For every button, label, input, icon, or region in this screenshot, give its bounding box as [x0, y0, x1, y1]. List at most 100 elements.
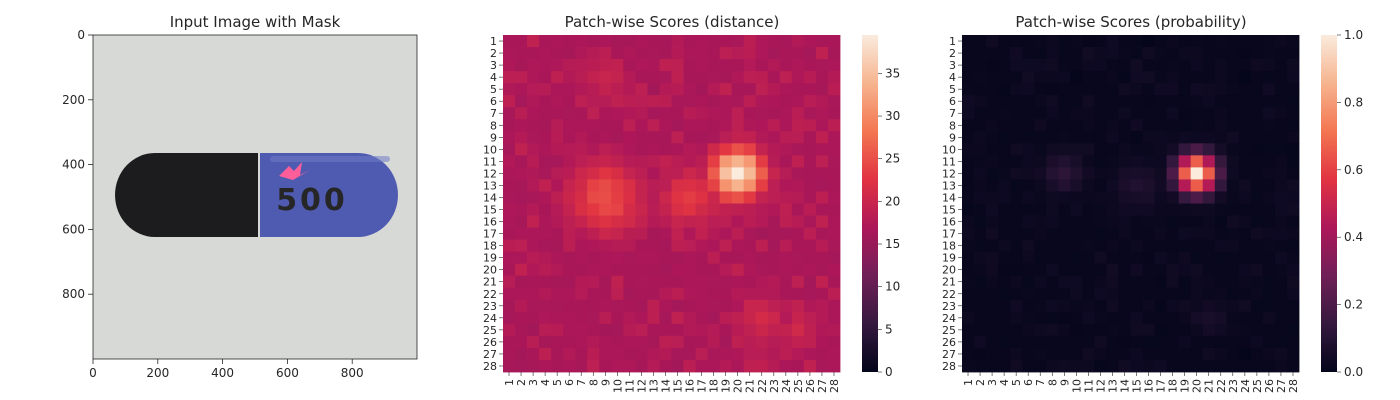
heatmap-cell	[527, 35, 540, 48]
heatmap-xtick-label: 27	[1275, 379, 1288, 393]
heatmap-cell	[659, 191, 672, 204]
heatmap-cell	[1178, 251, 1192, 265]
heatmap-cell	[563, 323, 576, 337]
heatmap-cell	[1286, 227, 1300, 241]
heatmap-cell	[671, 299, 684, 313]
heatmap-cell	[575, 287, 588, 301]
heatmap-cell	[1118, 83, 1131, 96]
heatmap-cell	[755, 179, 769, 192]
heatmap-cell	[1118, 263, 1131, 277]
heatmap-cell	[1046, 227, 1059, 241]
heatmap-cell	[1118, 191, 1131, 204]
image-frame	[92, 34, 418, 360]
heatmap-ytick-label: 21	[942, 276, 956, 289]
heatmap-cell	[1202, 179, 1216, 192]
heatmap-cell	[707, 107, 721, 120]
heatmap-cell	[515, 311, 528, 325]
heatmap-cell	[1118, 347, 1131, 361]
heatmap-cell	[962, 251, 975, 265]
heatmap-cell	[731, 131, 745, 144]
heatmap-cell	[683, 107, 696, 120]
heatmap-cell	[986, 95, 999, 108]
heatmap-cell	[515, 143, 528, 156]
heatmap-cell	[1250, 71, 1264, 84]
heatmap-cell	[623, 143, 636, 156]
heatmap-cell	[707, 83, 721, 96]
heatmap-cell	[1046, 107, 1059, 120]
heatmap-xtick-label: 7	[575, 379, 588, 386]
heatmap-cell	[998, 107, 1011, 120]
heatmap-cell	[623, 203, 636, 216]
heatmap-cell	[1286, 251, 1300, 265]
heatmap-cell	[659, 107, 672, 120]
heatmap-cell	[986, 335, 999, 349]
heatmap-cell	[1094, 311, 1107, 325]
heatmap-cell	[1010, 251, 1023, 265]
heatmap-cell	[1274, 359, 1288, 373]
heatmap-cell	[1274, 347, 1288, 361]
heatmap-cell	[575, 299, 588, 313]
heatmap-cell	[1058, 155, 1071, 168]
heatmap-cell	[503, 359, 516, 373]
heatmap-cell	[551, 107, 564, 120]
heatmap-cell	[1262, 299, 1276, 313]
heatmap-cell	[767, 275, 781, 289]
heatmap-ytick-label: 6	[490, 95, 497, 108]
heatmap-cell	[659, 287, 672, 301]
heatmap-cell	[767, 155, 781, 168]
heatmap-cell	[986, 203, 999, 216]
heatmap-xtick-label: 9	[1058, 379, 1071, 386]
heatmap-cell	[515, 287, 528, 301]
heatmap-cell	[1226, 119, 1240, 132]
heatmap-cell	[827, 119, 841, 132]
heatmap-cell	[647, 167, 660, 180]
heatmap-ytick-label: 1	[490, 35, 497, 48]
heatmap-cell	[1202, 359, 1216, 373]
heatmap-cell	[1154, 47, 1168, 60]
heatmap-cell	[695, 359, 709, 373]
heatmap-cell	[683, 227, 696, 241]
heatmap-cell	[1094, 251, 1107, 265]
heatmap-ytick-label: 7	[490, 107, 497, 120]
heatmap-cell	[779, 143, 793, 156]
heatmap-cell	[587, 203, 600, 216]
heatmap-cell	[974, 131, 987, 144]
heatmap-cell	[575, 167, 588, 180]
heatmap-xtick-label: 15	[672, 379, 685, 393]
heatmap-cell	[551, 191, 564, 204]
heatmap-cell	[1238, 143, 1252, 156]
heatmap-cell	[791, 167, 805, 180]
heatmap-xtick-label: 16	[1143, 379, 1156, 393]
heatmap-cell	[1082, 119, 1095, 132]
heatmap-cell	[719, 263, 733, 277]
heatmap-cell	[1106, 143, 1119, 156]
heatmap-cell	[1154, 347, 1168, 361]
heatmap-cell	[962, 227, 975, 241]
heatmap-cell	[1202, 275, 1216, 289]
heatmap-cell	[986, 191, 999, 204]
heatmap-cell	[563, 215, 576, 228]
heatmap-cell	[1046, 191, 1059, 204]
heatmap-cell	[683, 83, 696, 96]
heatmap-cell	[779, 347, 793, 361]
heatmap-cell	[1058, 275, 1071, 289]
heatmap-cell	[599, 107, 612, 120]
heatmap-cell	[695, 251, 709, 265]
heatmap-cell	[1022, 275, 1035, 289]
heatmap-cell	[1046, 167, 1059, 180]
heatmap-cell	[563, 239, 576, 253]
heatmap-cell	[1202, 215, 1216, 228]
heatmap-cell	[962, 143, 975, 156]
heatmap-cell	[1214, 179, 1228, 192]
heatmap-cell	[1106, 95, 1119, 108]
heatmap-cell	[1058, 95, 1071, 108]
heatmap-cell	[659, 83, 672, 96]
heatmap-cell	[659, 251, 672, 265]
heatmap-cell	[743, 83, 757, 96]
heatmap-cell	[1070, 275, 1083, 289]
heatmap-cell	[719, 47, 733, 60]
heatmap-cell	[1238, 347, 1252, 361]
image-ytick-label: 0	[77, 28, 85, 42]
heatmap-cell	[1286, 263, 1300, 277]
heatmap-cell	[803, 95, 817, 108]
